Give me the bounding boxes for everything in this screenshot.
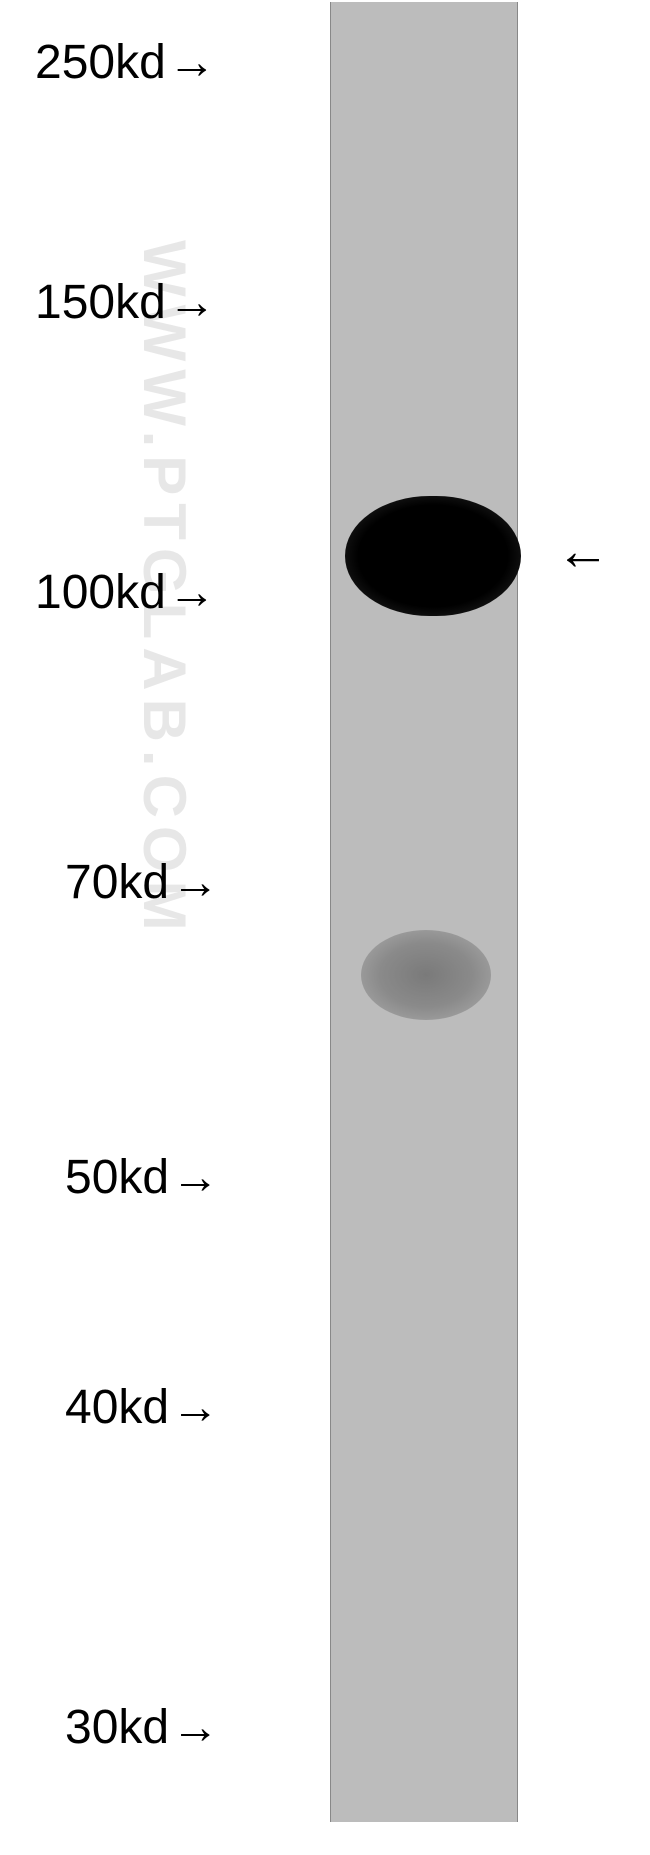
marker-arrow-icon: → [171,855,219,910]
marker-label-text: 50kd [65,1150,169,1205]
marker-50kd: 50kd → [65,1150,219,1205]
marker-arrow-icon: → [171,1700,219,1755]
marker-70kd: 70kd → [65,855,219,910]
main-band [345,496,521,616]
marker-arrow-icon: → [168,35,216,90]
marker-30kd: 30kd → [65,1700,219,1755]
marker-arrow-icon: → [171,1380,219,1435]
marker-label-text: 30kd [65,1700,169,1755]
marker-label-text: 100kd [35,565,166,620]
marker-150kd: 150kd → [35,275,216,330]
marker-label-text: 250kd [35,35,166,90]
marker-arrow-icon: → [171,1150,219,1205]
marker-label-text: 70kd [65,855,169,910]
marker-250kd: 250kd → [35,35,216,90]
marker-100kd: 100kd → [35,565,216,620]
faint-band [361,930,491,1020]
blot-figure-container: WWW.PTGLAB.COM 250kd → 150kd → 100kd → 7… [0,0,650,1855]
marker-arrow-icon: → [168,275,216,330]
band-pointer-arrow-icon: ← [556,520,610,582]
marker-label-text: 150kd [35,275,166,330]
marker-40kd: 40kd → [65,1380,219,1435]
blot-lane [330,2,518,1822]
marker-label-text: 40kd [65,1380,169,1435]
marker-arrow-icon: → [168,565,216,620]
